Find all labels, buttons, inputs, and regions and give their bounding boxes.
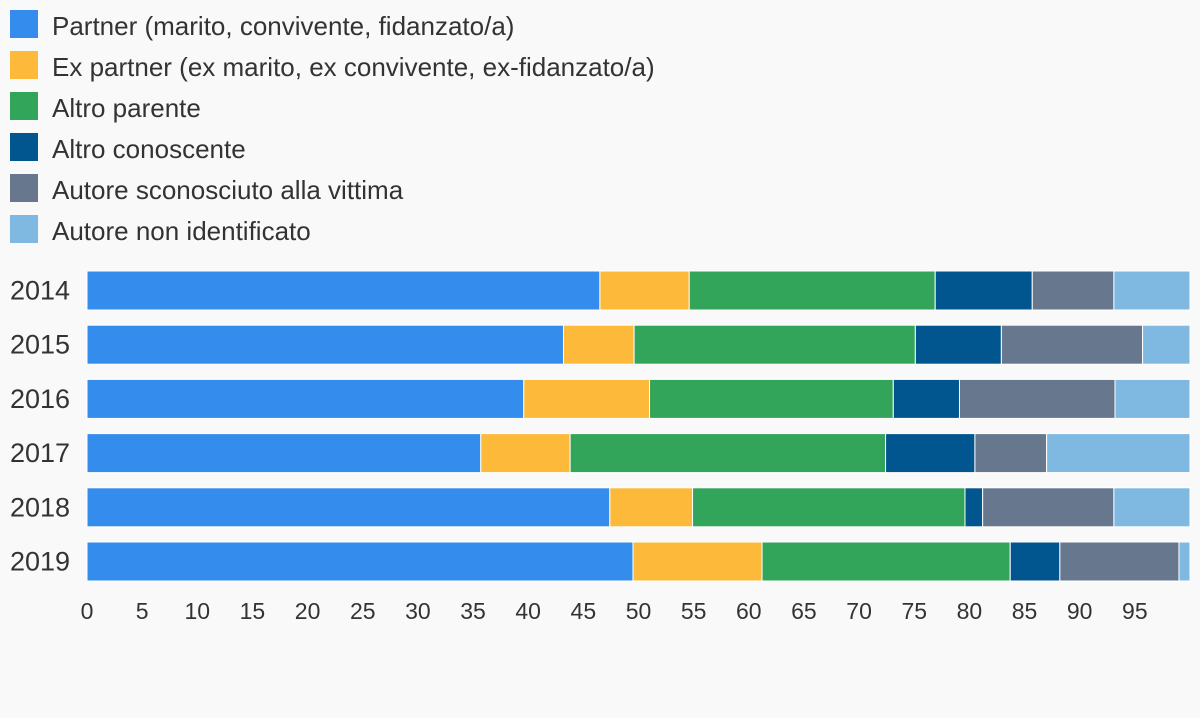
- bar-segment: [1009, 541, 1061, 582]
- x-tick-label: 30: [405, 598, 431, 624]
- legend-label: Autore sconosciuto alla vittima: [52, 175, 404, 205]
- x-tick-label: 25: [350, 598, 376, 624]
- x-tick-label: 65: [791, 598, 817, 624]
- legend-label: Ex partner (ex marito, ex convivente, ex…: [52, 52, 655, 82]
- x-tick-label: 35: [460, 598, 486, 624]
- legend-label: Partner (marito, convivente, fidanzato/a…: [52, 11, 515, 41]
- bar-segment: [609, 487, 694, 528]
- bar-segment: [523, 378, 651, 419]
- bar-segment: [1031, 270, 1115, 311]
- bar-segment: [480, 433, 571, 474]
- bar-segment: [1142, 324, 1191, 365]
- x-tick-label: 40: [515, 598, 541, 624]
- category-label: 2014: [10, 276, 70, 306]
- bar-segment: [86, 378, 525, 419]
- x-tick-label: 80: [957, 598, 983, 624]
- legend-label: Altro conoscente: [52, 134, 246, 164]
- x-tick-label: 70: [846, 598, 872, 624]
- x-tick-label: 0: [81, 598, 94, 624]
- bar-segment: [1178, 541, 1191, 582]
- bar-segment: [86, 433, 482, 474]
- category-label: 2018: [10, 492, 70, 522]
- bar-segment: [974, 433, 1048, 474]
- bar-segment: [982, 487, 1115, 528]
- x-tick-label: 50: [626, 598, 652, 624]
- x-tick-label: 85: [1012, 598, 1038, 624]
- bar-segment: [599, 270, 690, 311]
- legend-swatch: [10, 10, 38, 38]
- bar-segment: [934, 270, 1033, 311]
- bar-segment: [692, 487, 966, 528]
- bar-segment: [649, 378, 894, 419]
- category-label: 2015: [10, 330, 70, 360]
- category-label: 2019: [10, 547, 70, 577]
- x-tick-label: 95: [1122, 598, 1148, 624]
- x-tick-label: 75: [901, 598, 927, 624]
- bar-segment: [633, 324, 916, 365]
- legend-swatch: [10, 51, 38, 79]
- bar-segment: [964, 487, 984, 528]
- legend-swatch: [10, 133, 38, 161]
- category-label: 2016: [10, 384, 70, 414]
- bar-segment: [885, 433, 976, 474]
- bar-segment: [1113, 487, 1191, 528]
- bar-segment: [86, 541, 634, 582]
- bar-segment: [1113, 270, 1191, 311]
- x-tick-label: 90: [1067, 598, 1093, 624]
- legend-swatch: [10, 92, 38, 120]
- bar-segment: [632, 541, 763, 582]
- bar-segment: [914, 324, 1002, 365]
- x-tick-label: 15: [240, 598, 266, 624]
- bar-segment: [562, 324, 635, 365]
- x-tick-label: 20: [295, 598, 321, 624]
- bar-segment: [86, 270, 601, 311]
- category-label: 2017: [10, 438, 70, 468]
- x-tick-label: 55: [681, 598, 707, 624]
- x-tick-label: 45: [571, 598, 597, 624]
- legend-swatch: [10, 174, 38, 202]
- bar-segment: [1000, 324, 1144, 365]
- bar-segment: [761, 541, 1011, 582]
- bar-segment: [569, 433, 887, 474]
- bar-segment: [1114, 378, 1191, 419]
- bar-segment: [86, 324, 564, 365]
- x-tick-label: 5: [136, 598, 149, 624]
- bar-segment: [892, 378, 960, 419]
- bar-segment: [688, 270, 936, 311]
- x-tick-label: 10: [185, 598, 211, 624]
- bar-segment: [1046, 433, 1191, 474]
- bar-segment: [86, 487, 611, 528]
- legend-label: Altro parente: [52, 93, 201, 123]
- legend-label: Autore non identificato: [52, 216, 311, 246]
- x-tick-label: 60: [736, 598, 762, 624]
- legend-swatch: [10, 215, 38, 243]
- bar-segment: [1059, 541, 1180, 582]
- bar-segment: [958, 378, 1116, 419]
